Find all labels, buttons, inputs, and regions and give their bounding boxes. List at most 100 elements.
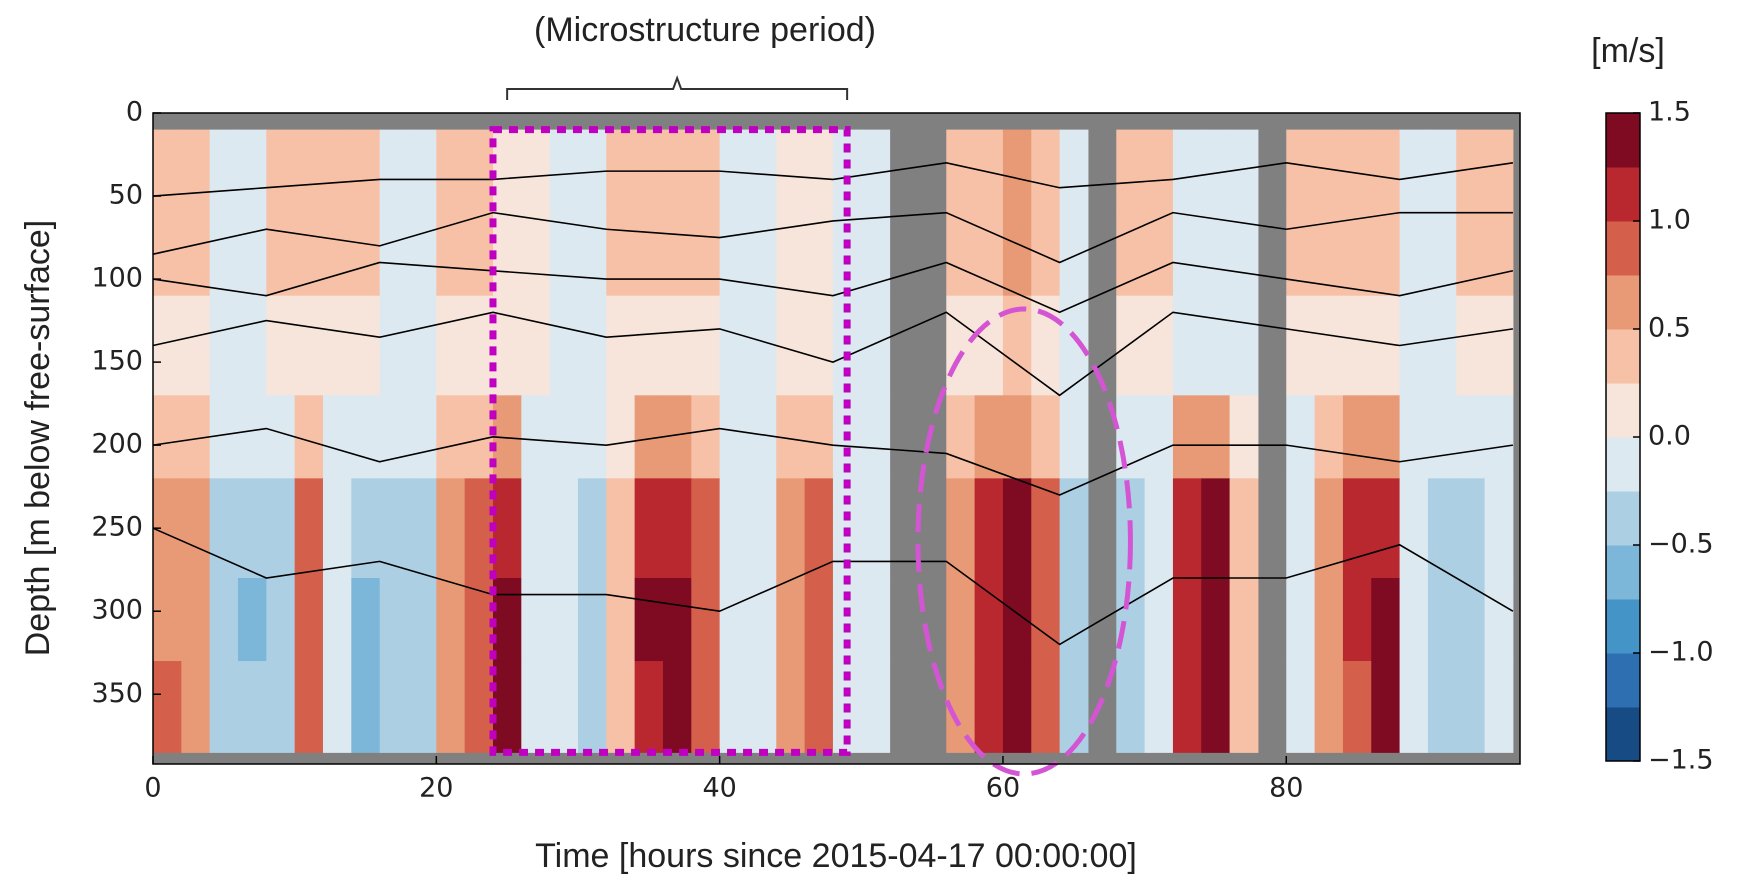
cell (266, 478, 296, 579)
x-tick-label: 0 (144, 773, 161, 804)
cell (266, 578, 296, 662)
cell (379, 661, 409, 753)
cell (549, 478, 579, 579)
colorbar-segment (1606, 113, 1640, 168)
cell (294, 129, 324, 214)
cell (861, 395, 891, 479)
cell (747, 478, 777, 579)
cell (747, 295, 777, 396)
cell (662, 295, 692, 396)
cell (1031, 395, 1061, 479)
cell (1286, 395, 1316, 479)
cell (1172, 212, 1202, 297)
cell (1201, 295, 1231, 396)
colorbar-segment (1606, 329, 1640, 384)
cell (1484, 212, 1514, 297)
cell (804, 212, 834, 297)
cell (181, 578, 211, 662)
y-tick-label: 200 (91, 429, 143, 460)
chart-title: (Microstructure period) (534, 11, 876, 49)
cell (322, 578, 352, 662)
cell (747, 212, 777, 297)
cell (351, 129, 381, 214)
plot-frame (152, 112, 1521, 765)
cell (209, 395, 239, 479)
cell (549, 661, 579, 753)
cell (606, 295, 636, 396)
colorbar-segment (1606, 437, 1640, 492)
x-tick-label: 80 (1269, 773, 1303, 804)
cell (1144, 661, 1174, 753)
cell (1456, 395, 1486, 479)
cell (691, 295, 721, 396)
cell (294, 661, 324, 753)
cell (1229, 212, 1259, 297)
cell (974, 661, 1004, 753)
cell (634, 578, 664, 662)
colorbar-segment (1606, 545, 1640, 600)
cell (719, 295, 749, 396)
cell (634, 212, 664, 297)
cell (464, 478, 494, 579)
cell (549, 129, 579, 214)
cell (832, 578, 862, 662)
cell (1399, 212, 1429, 297)
cell (606, 661, 636, 753)
cell (776, 129, 806, 214)
cell (153, 295, 182, 396)
colorbar-tick-label: 0.5 (1648, 313, 1691, 344)
cell (1144, 212, 1174, 297)
cell (1399, 478, 1429, 579)
cell (492, 295, 522, 396)
highlight-ellipse (915, 306, 1133, 777)
cell (322, 295, 352, 396)
cell (1371, 295, 1401, 396)
x-tick-label: 20 (419, 773, 453, 804)
cell (1427, 661, 1457, 753)
x-tick-label: 60 (986, 773, 1020, 804)
cell (1116, 212, 1146, 297)
cell (861, 295, 891, 396)
cell (946, 578, 976, 662)
cell (436, 395, 466, 479)
colorbar-label: [m/s] (1591, 32, 1665, 70)
cell (436, 212, 466, 297)
cell (209, 295, 239, 396)
cell (691, 661, 721, 753)
cell (1229, 478, 1259, 579)
cell (464, 578, 494, 662)
cell (237, 295, 267, 396)
cell (521, 661, 551, 753)
y-tick-label: 50 (109, 180, 143, 211)
cell (861, 578, 891, 662)
cell (436, 578, 466, 662)
cell (747, 129, 777, 214)
cell (1456, 129, 1486, 214)
cell (1342, 578, 1372, 662)
cell (1144, 129, 1174, 214)
cell (1342, 295, 1372, 396)
cell (209, 661, 239, 753)
cell (1031, 661, 1061, 753)
cell (719, 212, 749, 297)
cell (691, 478, 721, 579)
colorbar-tick-label: 0.0 (1648, 421, 1691, 452)
cell (322, 395, 352, 479)
y-tick-label: 0 (126, 97, 143, 128)
cell (1059, 129, 1089, 214)
cell (1172, 661, 1202, 753)
cell (747, 395, 777, 479)
cell (492, 212, 522, 297)
cell (1427, 578, 1457, 662)
cell (1371, 212, 1401, 297)
highlight-box (489, 126, 851, 756)
cell (322, 478, 352, 579)
cell (436, 478, 466, 579)
cell (974, 478, 1004, 579)
cell (521, 478, 551, 579)
cell (1342, 478, 1372, 579)
x-tick-label: 40 (702, 773, 736, 804)
cell (351, 295, 381, 396)
cell (719, 478, 749, 579)
y-tick-label: 350 (91, 678, 143, 709)
